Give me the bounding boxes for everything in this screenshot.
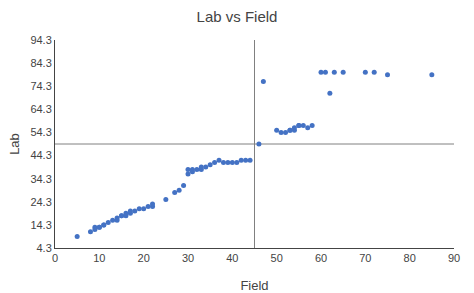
svg-text:20: 20 <box>138 252 150 264</box>
svg-text:70: 70 <box>359 252 371 264</box>
svg-text:34.3: 34.3 <box>30 173 51 185</box>
svg-text:24.3: 24.3 <box>30 196 51 208</box>
svg-text:50: 50 <box>271 252 283 264</box>
svg-text:4.3: 4.3 <box>37 242 52 254</box>
svg-text:10: 10 <box>93 252 105 264</box>
svg-text:64.3: 64.3 <box>30 103 51 115</box>
svg-text:Lab vs Field: Lab vs Field <box>197 8 278 25</box>
svg-text:44.3: 44.3 <box>30 149 51 161</box>
svg-text:94.3: 94.3 <box>30 34 51 46</box>
svg-text:Lab: Lab <box>7 133 22 155</box>
svg-text:54.3: 54.3 <box>30 126 51 138</box>
svg-text:60: 60 <box>315 252 327 264</box>
svg-text:80: 80 <box>404 252 416 264</box>
svg-text:90: 90 <box>448 252 460 264</box>
svg-text:Field: Field <box>240 278 268 293</box>
svg-text:30: 30 <box>182 252 194 264</box>
svg-text:0: 0 <box>52 252 58 264</box>
svg-text:84.3: 84.3 <box>30 57 51 69</box>
svg-text:14.3: 14.3 <box>30 219 51 231</box>
svg-text:74.3: 74.3 <box>30 80 51 92</box>
svg-text:40: 40 <box>226 252 238 264</box>
